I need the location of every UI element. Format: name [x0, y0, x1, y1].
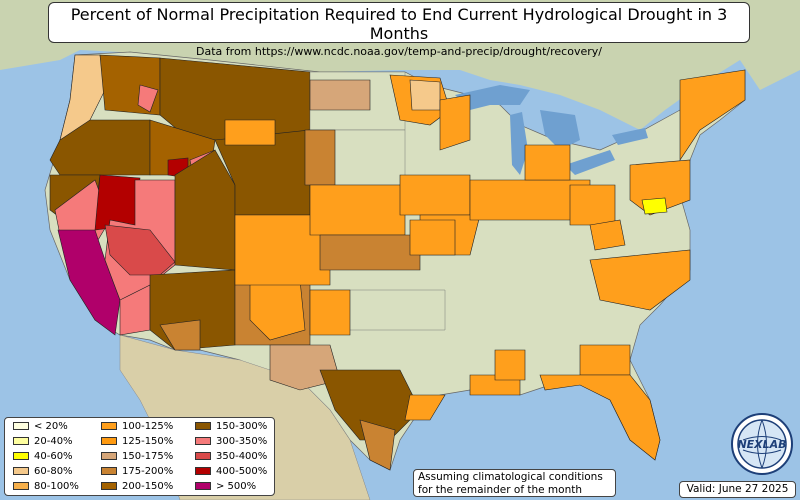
legend-item: 350-400% [195, 451, 267, 462]
legend-label: 100-125% [122, 421, 174, 432]
legend-label: 125-150% [122, 436, 174, 447]
region-wv [589, 219, 626, 251]
legend-swatch [195, 422, 211, 430]
legend-swatch [13, 452, 29, 460]
legend-swatch [13, 482, 29, 490]
legend-label: 400-500% [216, 466, 268, 477]
legend-swatch [195, 452, 211, 460]
legend-item: 150-175% [101, 451, 173, 462]
legend-item: 200-150% [101, 481, 173, 492]
map-subtitle: Data from https://www.ncdc.noaa.gov/temp… [196, 45, 602, 58]
legend-label: 350-400% [216, 451, 268, 462]
legend-item: > 500% [195, 481, 256, 492]
legend-item: 125-150% [101, 436, 173, 447]
legend-label: 20-40% [34, 436, 73, 447]
legend-item: < 20% [13, 421, 68, 432]
legend-item: 80-100% [13, 481, 79, 492]
region-mi [524, 144, 571, 181]
legend-label: 200-150% [122, 481, 174, 492]
legend-swatch [13, 437, 29, 445]
lake-erie [565, 150, 615, 175]
region-tx-south [359, 419, 396, 471]
legend-swatch [101, 452, 117, 460]
region-mn-tan [409, 79, 441, 111]
region-oh [569, 184, 616, 226]
legend-swatch [195, 437, 211, 445]
legend-swatch [13, 422, 29, 430]
legend-swatch [13, 467, 29, 475]
note-line-1: Assuming climatological conditions [418, 471, 603, 483]
region-mt-orange [224, 119, 276, 146]
lake-huron [540, 110, 580, 150]
region-az-tan [159, 319, 201, 351]
region-tx-west [269, 344, 341, 391]
legend-label: 150-175% [122, 451, 174, 462]
region-fl [539, 374, 661, 461]
region-ca-magenta [57, 229, 121, 336]
legend-label: 175-200% [122, 466, 174, 477]
region-sd-brown [304, 129, 336, 186]
region-ne-coast [679, 69, 746, 161]
region-pink-wa [137, 84, 159, 113]
legend-swatch [195, 467, 211, 475]
region-md-yellow [641, 197, 668, 215]
legend-item: 300-350% [195, 436, 267, 447]
region-ne [309, 184, 406, 236]
legend-item: 20-40% [13, 436, 73, 447]
legend: < 20% 20-40% 40-60% 60-80% 80-100% 100-1… [4, 417, 275, 496]
legend-item: 150-300% [195, 421, 267, 432]
legend-label: 300-350% [216, 436, 268, 447]
legend-label: 40-60% [34, 451, 73, 462]
region-tx-coast [404, 394, 446, 421]
legend-item: 175-200% [101, 466, 173, 477]
lake-superior [455, 85, 530, 110]
title-box: Percent of Normal Precipitation Required… [48, 2, 750, 58]
region-nd-tan [309, 79, 371, 111]
lake-ontario [612, 128, 648, 145]
legend-label: < 20% [34, 421, 68, 432]
region-ia [399, 174, 471, 216]
legend-swatch [195, 482, 211, 490]
note-line-2: for the remainder of the month [418, 484, 583, 496]
legend-item: 100-125% [101, 421, 173, 432]
svg-text:NEXLAB: NEXLAB [737, 438, 786, 451]
legend-swatch [101, 437, 117, 445]
legend-label: 80-100% [34, 481, 79, 492]
legend-label: 150-300% [216, 421, 268, 432]
legend-swatch [101, 422, 117, 430]
region-ar [409, 219, 456, 256]
region-ok-orange [309, 289, 351, 336]
region-ks [319, 234, 421, 271]
globe-icon: NEXLAB [737, 419, 787, 469]
legend-label: > 500% [216, 481, 257, 492]
region-ga-sc [579, 344, 631, 376]
region-wi [439, 94, 471, 151]
legend-swatch [101, 467, 117, 475]
region-co [234, 214, 331, 286]
legend-item: 40-60% [13, 451, 73, 462]
legend-label: 60-80% [34, 466, 73, 477]
assumption-note: Assuming climatological conditions for t… [413, 469, 616, 497]
map-title: Percent of Normal Precipitation Required… [70, 5, 728, 43]
legend-item: 400-500% [195, 466, 267, 477]
legend-swatch [101, 482, 117, 490]
nexlab-logo: NEXLAB [731, 413, 793, 475]
region-carolinas [589, 249, 691, 311]
legend-item: 60-80% [13, 466, 73, 477]
lake-michigan [510, 112, 528, 175]
valid-date: Valid: June 27 2025 [679, 481, 796, 498]
region-ms [494, 349, 526, 381]
